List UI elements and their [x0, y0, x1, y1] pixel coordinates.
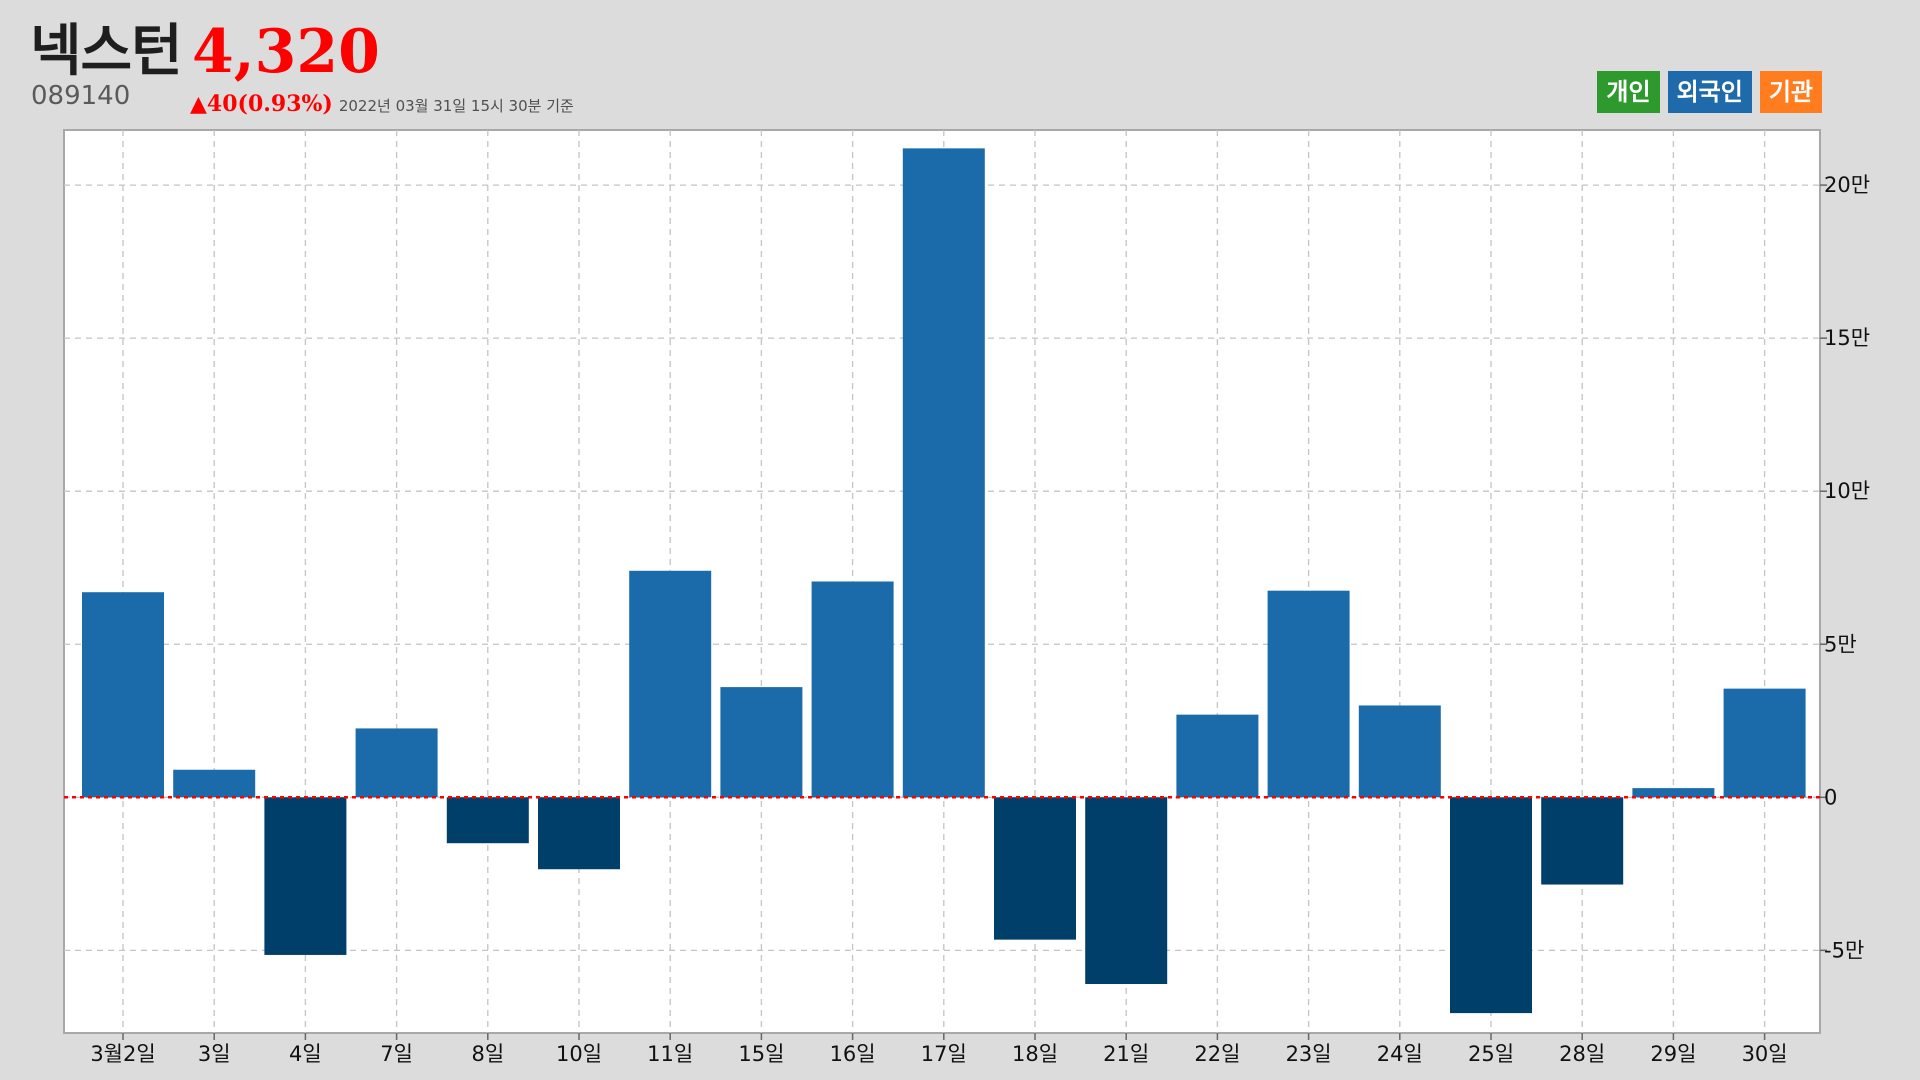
- bar-15: [1358, 705, 1441, 798]
- x-tick-label: 16일: [830, 1042, 876, 1066]
- bar-13: [1176, 714, 1259, 798]
- y-tick-label: 5만: [1824, 632, 1857, 656]
- x-tick-label: 3월2일: [90, 1042, 155, 1066]
- x-tick-label: 11일: [647, 1042, 693, 1066]
- timestamp: 2022년 03월 31일 15시 30분 기준: [338, 97, 574, 115]
- bar-19: [1723, 688, 1806, 798]
- bar-12: [1085, 797, 1168, 985]
- x-tick-label: 3일: [198, 1042, 231, 1066]
- bar-16: [1450, 797, 1532, 1014]
- y-tick-label: 15만: [1824, 326, 1870, 350]
- price-change: ▲40(0.93%) 2022년 03월 31일 15시 30분 기준: [190, 90, 574, 120]
- bar-9: [811, 581, 894, 798]
- y-axis: -5만 0 5만 10만 15만 20만: [1820, 173, 1870, 962]
- x-axis: 3월2일 3일 4일 7일 8일 10일 11일 15일 16일 17일 18일 21일 22일 23일 2…: [90, 1033, 1788, 1066]
- x-tick-label: 28일: [1559, 1042, 1605, 1066]
- x-tick-label: 10일: [556, 1042, 602, 1066]
- up-arrow-icon: ▲: [190, 92, 207, 117]
- bar-1: [82, 592, 164, 798]
- y-tick-label: 20만: [1824, 173, 1870, 197]
- x-tick-label: 17일: [921, 1042, 967, 1066]
- bar-11: [994, 797, 1076, 940]
- change-value: 40(0.93%): [206, 91, 333, 117]
- bar-7: [629, 570, 712, 798]
- x-tick-label: 23일: [1286, 1042, 1332, 1066]
- bar-4: [355, 728, 438, 798]
- bar-14: [1267, 590, 1350, 798]
- bar-5: [446, 797, 529, 844]
- stock-code: 089140: [31, 81, 131, 111]
- y-tick-label: 0: [1824, 785, 1837, 809]
- stock-name: 넥스턴: [30, 19, 183, 84]
- x-tick-label: 24일: [1377, 1042, 1423, 1066]
- x-tick-label: 29일: [1650, 1042, 1696, 1066]
- y-tick-label: -5만: [1824, 938, 1864, 962]
- y-tick-label: 10만: [1824, 479, 1870, 503]
- legend: 개인 외국인 기관: [1597, 71, 1822, 113]
- header: 넥스턴 4,320 089140 ▲40(0.93%) 2022년 03월 31일…: [0, 0, 1920, 125]
- x-tick-label: 22일: [1194, 1042, 1240, 1066]
- stock-price: 4,320: [192, 17, 380, 87]
- legend-foreigner: 외국인: [1667, 71, 1752, 113]
- bar-10: [902, 148, 985, 798]
- x-tick-label: 18일: [1012, 1042, 1058, 1066]
- bar-8: [720, 687, 803, 798]
- legend-institution: 기관: [1759, 71, 1822, 113]
- x-tick-label: 15일: [738, 1042, 784, 1066]
- x-tick-label: 30일: [1742, 1042, 1788, 1066]
- bars: [82, 148, 1806, 1014]
- x-tick-label: 8일: [471, 1042, 504, 1066]
- bar-6: [538, 797, 620, 870]
- bar-2: [173, 769, 256, 798]
- bar-18: [1632, 788, 1715, 798]
- x-tick-label: 25일: [1468, 1042, 1514, 1066]
- legend-individual: 개인: [1597, 71, 1660, 113]
- x-tick-label: 21일: [1103, 1042, 1149, 1066]
- x-tick-label: 4일: [289, 1042, 322, 1066]
- x-tick-label: 7일: [380, 1042, 413, 1066]
- bar-3: [264, 797, 347, 955]
- bar-17: [1541, 797, 1624, 885]
